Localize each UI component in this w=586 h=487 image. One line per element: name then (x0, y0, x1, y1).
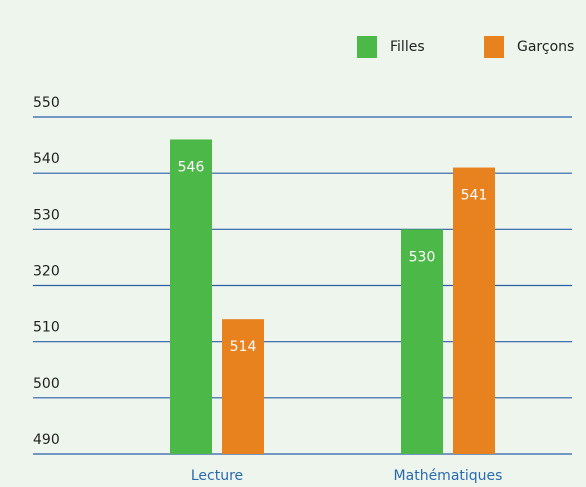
legend-label: Filles (390, 39, 425, 55)
y-tick-label: 550 (33, 95, 60, 111)
x-tick-label: Lecture (191, 468, 243, 484)
bar (401, 229, 443, 454)
bar (453, 167, 495, 455)
legend-label: Garçons (517, 39, 574, 55)
data-label: 546 (178, 159, 205, 175)
data-label: 530 (409, 249, 436, 265)
y-tick-label: 500 (33, 376, 60, 392)
data-label: 541 (461, 188, 488, 204)
legend-swatch (484, 36, 504, 58)
y-tick-label: 320 (33, 264, 60, 280)
y-tick-label: 490 (33, 432, 60, 448)
x-tick-label: Mathématiques (394, 468, 503, 484)
bar (170, 139, 212, 454)
y-tick-label: 530 (33, 207, 60, 223)
bar (222, 319, 264, 454)
y-tick-label: 510 (33, 320, 60, 336)
data-label: 514 (230, 339, 257, 355)
y-tick-label: 540 (33, 151, 60, 167)
legend-swatch (357, 36, 377, 58)
